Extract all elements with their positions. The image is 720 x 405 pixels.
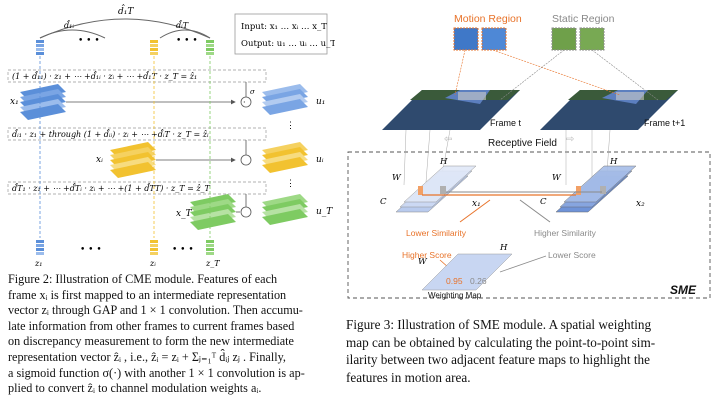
mult-node-i	[240, 154, 252, 166]
sme-diagram: Motion Region Static Region Frame t Fram…	[347, 13, 711, 300]
weighting-map-label: Weighting Map	[428, 291, 482, 300]
xT-label: x_T	[176, 209, 193, 219]
svg-text:⇨: ⇨	[566, 134, 574, 145]
motion-thumb-2	[481, 27, 507, 51]
top-d-label: d̂₁T	[118, 4, 134, 17]
lower-similarity-label: Lower Similarity	[406, 228, 467, 238]
higher-similarity-label: Higher Similarity	[534, 228, 597, 238]
caption-line: late information from other frames to cu…	[8, 318, 295, 333]
caption-line: ilarity between two adjacent feature map…	[346, 352, 650, 367]
figure3-caption: Figure 3: Illustration of SME module. A …	[346, 316, 714, 386]
bottom-dots-1: • • •	[80, 245, 102, 255]
motion-thumb-1	[453, 27, 479, 51]
caption-line: a sigmoid function σ(·) with another 1 ×…	[8, 365, 305, 380]
vdots-2: ⋮	[286, 179, 295, 189]
x2-orange-cell	[576, 186, 581, 195]
static-thumb-1	[551, 27, 577, 51]
x1-label: x₁	[10, 97, 19, 107]
wm-h-label: H	[499, 243, 508, 253]
x2-label: x₂	[636, 199, 645, 209]
x1-gray-cell	[440, 186, 446, 194]
u1-label: u₁	[316, 97, 325, 107]
svg-text:·: ·	[243, 98, 246, 107]
static-thumb-2	[579, 27, 605, 51]
frame-t1-label: Frame t+1	[644, 118, 685, 128]
frame-t1-image	[540, 90, 678, 130]
caption-line: representation vector ẑᵢ , i.e., ẑᵢ = zᵢ…	[8, 349, 286, 364]
ui-label: uᵢ	[316, 155, 324, 165]
x1-orange-cell	[418, 186, 423, 195]
feature-map-x1	[395, 165, 477, 213]
xi-label: xᵢ	[96, 155, 103, 165]
caption-line: Figure 3: Illustration of SME module. A …	[346, 317, 652, 332]
green-stack-xT	[190, 194, 236, 230]
frame-t-image	[382, 90, 520, 130]
caption-line: features in motion area.	[346, 369, 471, 385]
legend-box	[234, 13, 328, 55]
top-z-green	[206, 40, 214, 55]
yellow-stack-ui	[262, 142, 308, 173]
legend-input: Input: x₁ … xᵢ … x_T	[241, 22, 327, 32]
caption-line: vector zᵢ through GAP and 1 × 1 convolut…	[8, 303, 303, 318]
x2-h-label: H	[609, 157, 618, 167]
top-dots-2: • • •	[176, 36, 198, 46]
top-z-blue	[36, 40, 44, 55]
bottom-dots-2: • • •	[172, 245, 194, 255]
arc-label-1i: d̂₁ᵢ	[64, 19, 74, 30]
top-dots-1: • • •	[78, 36, 100, 46]
yellow-stack-xi	[110, 142, 156, 178]
blue-stack-x1	[20, 84, 66, 120]
arc-iT	[159, 29, 211, 39]
caption-line: Figure 2: Illustration of CME module. Fe…	[8, 272, 278, 286]
eq-row-1: (1 + d̂₁₁) · z₁ + ⋯ +d̂₁ᵢ · zᵢ + ⋯ +d̂₁T…	[12, 70, 197, 81]
static-region-label: Static Region	[552, 13, 615, 25]
mult-node-T	[240, 206, 252, 218]
x1-h-label: H	[439, 157, 448, 167]
uT-label: u_T	[316, 207, 333, 217]
x1-label: x₁	[472, 199, 481, 209]
wm-w-label: W	[418, 257, 428, 267]
caption-line: frame xᵢ is first mapped to an intermedi…	[8, 287, 287, 302]
receptive-field-label: Receptive Field	[488, 138, 557, 149]
x1-w-label: W	[392, 173, 402, 183]
x2-gray-cell	[600, 186, 606, 194]
lower-score-label: Lower Score	[548, 250, 596, 260]
blue-stack-u1	[262, 84, 308, 115]
caption-line: plied to convert ẑᵢ to channel modulatio…	[8, 381, 262, 396]
score-low: 0.26	[470, 276, 487, 286]
weighting-map	[421, 253, 513, 291]
arc-label-iT: d̂ᵢT	[176, 19, 189, 30]
feature-map-x2	[555, 165, 637, 213]
caption-line: map can be obtained by calculating the p…	[346, 334, 656, 350]
higher-score-label: Higher Score	[402, 250, 452, 260]
x1-c-label: C	[380, 197, 387, 207]
z1-label: z₁	[34, 259, 42, 268]
eq-row-T: d̂T₁ · z₁ + ⋯ +d̂Tᵢ · zᵢ + ⋯ +(1 + d̂TT)…	[12, 182, 211, 193]
zi-label: zᵢ	[149, 259, 156, 268]
score-high: 0.95	[446, 276, 463, 286]
bottom-z-yellow	[150, 240, 158, 255]
frame-t-label: Frame t	[490, 118, 522, 128]
arc-1i	[39, 29, 106, 39]
zT-label: z_T	[205, 259, 220, 268]
x2-c-label: C	[540, 197, 547, 207]
sigma-1: σ	[250, 88, 255, 96]
eq-row-i: d̂ᵢ₁ · z₁ + through (1 + d̂ᵢᵢ) · zᵢ + ⋯ …	[12, 128, 209, 139]
green-stack-uT	[262, 194, 308, 225]
cme-diagram: d̂₁T d̂₁ᵢ d̂ᵢT • • • • • • Input: x₁ … x…	[7, 4, 335, 268]
sme-label: SME	[670, 283, 697, 297]
x2-w-label: W	[552, 173, 562, 183]
sme-box	[347, 151, 711, 299]
bottom-z-blue	[36, 240, 44, 255]
legend-output: Output: u₁ … uᵢ … u_T	[241, 39, 335, 49]
motion-region-label: Motion Region	[454, 13, 522, 25]
caption-line: on discrepancy measurement to form the n…	[8, 334, 294, 349]
figure2-caption: Figure 2: Illustration of CME module. Fe…	[8, 272, 330, 397]
top-z-yellow	[150, 40, 158, 55]
vdots-1: ⋮	[286, 121, 295, 131]
bottom-z-green	[206, 240, 214, 255]
